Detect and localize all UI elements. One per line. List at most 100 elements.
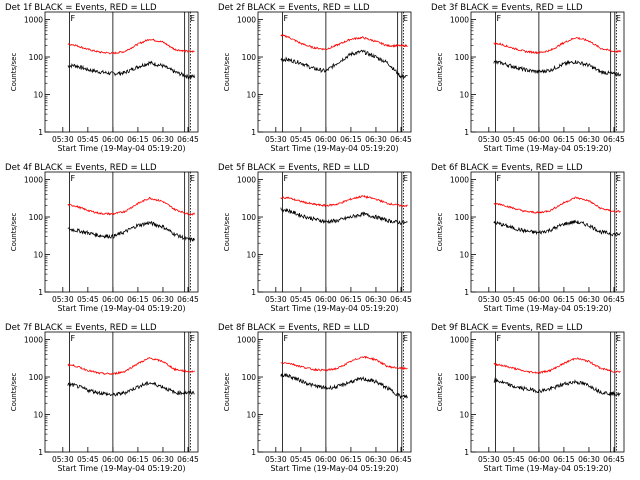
y-tick-label: 1000 (450, 336, 469, 345)
x-axis-label: Start Time (19-May-04 05:19:20) (483, 144, 611, 153)
y-tick-label: 100 (455, 53, 470, 62)
marker-label-e: E (616, 334, 621, 343)
x-axis-label: Start Time (19-May-04 05:19:20) (270, 464, 398, 473)
series-line-lld (67, 196, 195, 216)
x-tick-label: 06:00 (315, 455, 337, 464)
series-line-lld (280, 355, 408, 372)
plot-frame (44, 331, 199, 453)
y-axis-label: Counts/sec (436, 213, 444, 252)
panel-title: Det 7f BLACK = Events, RED = LLD (5, 323, 157, 333)
x-tick-label: 05:45 (503, 455, 525, 464)
panel-det-3f: Det 3f BLACK = Events, RED = LLD 1 10 100 10… (431, 3, 625, 153)
x-axis-label: Start Time (19-May-04 05:19:20) (270, 144, 398, 153)
y-tick-label: 10 (459, 411, 469, 420)
x-tick-label: 06:00 (102, 455, 124, 464)
panel-title: Det 6f BLACK = Events, RED = LLD (431, 163, 583, 173)
x-axis-label: Start Time (19-May-04 05:19:20) (483, 304, 611, 313)
panel-det-2f: Det 2f BLACK = Events, RED = LLD 1 10 100 10… (218, 3, 412, 153)
marker-label-f: F (496, 334, 501, 343)
x-tick-label: 05:30 (52, 455, 74, 464)
x-axis-label: Start Time (19-May-04 05:19:20) (57, 464, 185, 473)
x-tick-label: 05:30 (52, 295, 74, 304)
marker-label-e: E (616, 14, 621, 23)
y-tick-label: 10 (33, 251, 43, 260)
panel-det-9f: Det 9f BLACK = Events, RED = LLD 1 10 100 10… (431, 323, 625, 473)
x-tick-label: 06:45 (390, 135, 412, 144)
marker-label-f: F (70, 174, 75, 183)
y-axis-label: Counts/sec (436, 373, 444, 412)
x-tick-label: 06:15 (340, 455, 362, 464)
series-line-events (67, 381, 195, 397)
marker-label-f: F (496, 14, 501, 23)
y-tick-label: 1000 (237, 16, 256, 25)
series-line-events (493, 219, 621, 238)
x-axis-label: Start Time (19-May-04 05:19:20) (57, 144, 185, 153)
y-tick-label: 100 (242, 373, 257, 382)
marker-label-f: F (283, 334, 288, 343)
y-axis-label: Counts/sec (223, 53, 231, 92)
plot-frame (257, 171, 412, 293)
series-line-events (67, 220, 195, 242)
y-tick-label: 100 (29, 213, 44, 222)
x-axis-label: Start Time (19-May-04 05:19:20) (270, 304, 398, 313)
panel-title: Det 8f BLACK = Events, RED = LLD (218, 323, 370, 333)
x-tick-label: 06:00 (528, 455, 550, 464)
marker-label-e: E (403, 334, 408, 343)
y-axis-label: Counts/sec (223, 213, 231, 252)
series-line-events (493, 59, 621, 77)
marker-label-f: F (283, 174, 288, 183)
series-line-events (67, 60, 195, 80)
panel-title: Det 9f BLACK = Events, RED = LLD (431, 323, 583, 333)
y-axis-label: Counts/sec (10, 213, 18, 252)
x-tick-label: 06:30 (365, 455, 387, 464)
y-tick-label: 1000 (450, 16, 469, 25)
panel-det-5f: Det 5f BLACK = Events, RED = LLD 1 10 100 10… (218, 163, 412, 313)
panel-title: Det 3f BLACK = Events, RED = LLD (431, 3, 583, 13)
y-tick-label: 1000 (24, 176, 43, 185)
panel-det-8f: Det 8f BLACK = Events, RED = LLD 1 10 100 10… (218, 323, 412, 473)
series-line-lld (280, 34, 408, 51)
x-tick-label: 05:45 (503, 295, 525, 304)
y-tick-label: 1 (251, 288, 256, 297)
x-tick-label: 06:00 (102, 295, 124, 304)
x-tick-label: 05:30 (265, 295, 287, 304)
plot-frame (257, 11, 412, 133)
y-tick-label: 100 (455, 373, 470, 382)
x-tick-label: 05:30 (52, 135, 74, 144)
x-tick-label: 06:30 (365, 295, 387, 304)
panel-title: Det 4f BLACK = Events, RED = LLD (5, 163, 157, 173)
x-tick-label: 05:45 (290, 295, 312, 304)
x-tick-label: 05:45 (503, 135, 525, 144)
x-tick-label: 05:30 (478, 295, 500, 304)
x-tick-label: 06:15 (553, 455, 575, 464)
x-tick-label: 06:45 (177, 295, 199, 304)
panel-title: Det 2f BLACK = Events, RED = LLD (218, 3, 370, 13)
y-tick-label: 10 (246, 91, 256, 100)
x-tick-label: 06:30 (578, 295, 600, 304)
y-tick-label: 100 (29, 53, 44, 62)
panel-det-7f: Det 7f BLACK = Events, RED = LLD 1 10 100 10… (5, 323, 199, 473)
series-line-events (280, 49, 408, 79)
y-tick-label: 1000 (237, 176, 256, 185)
x-tick-label: 06:15 (127, 295, 149, 304)
x-tick-label: 06:15 (340, 135, 362, 144)
y-tick-label: 100 (242, 53, 257, 62)
x-tick-label: 06:30 (578, 135, 600, 144)
x-axis-label: Start Time (19-May-04 05:19:20) (483, 464, 611, 473)
marker-label-e: E (190, 174, 195, 183)
marker-label-f: F (70, 14, 75, 23)
series-line-lld (67, 357, 195, 376)
x-tick-label: 05:45 (77, 135, 99, 144)
x-tick-label: 06:30 (152, 135, 174, 144)
x-tick-label: 06:15 (340, 295, 362, 304)
x-tick-label: 06:00 (315, 295, 337, 304)
y-tick-label: 1 (38, 288, 43, 297)
y-axis-label: Counts/sec (436, 53, 444, 92)
y-tick-label: 1000 (450, 176, 469, 185)
x-tick-label: 06:15 (127, 455, 149, 464)
plot-frame (257, 331, 412, 453)
x-tick-label: 05:45 (77, 455, 99, 464)
y-tick-label: 1000 (24, 336, 43, 345)
x-tick-label: 06:45 (603, 295, 625, 304)
